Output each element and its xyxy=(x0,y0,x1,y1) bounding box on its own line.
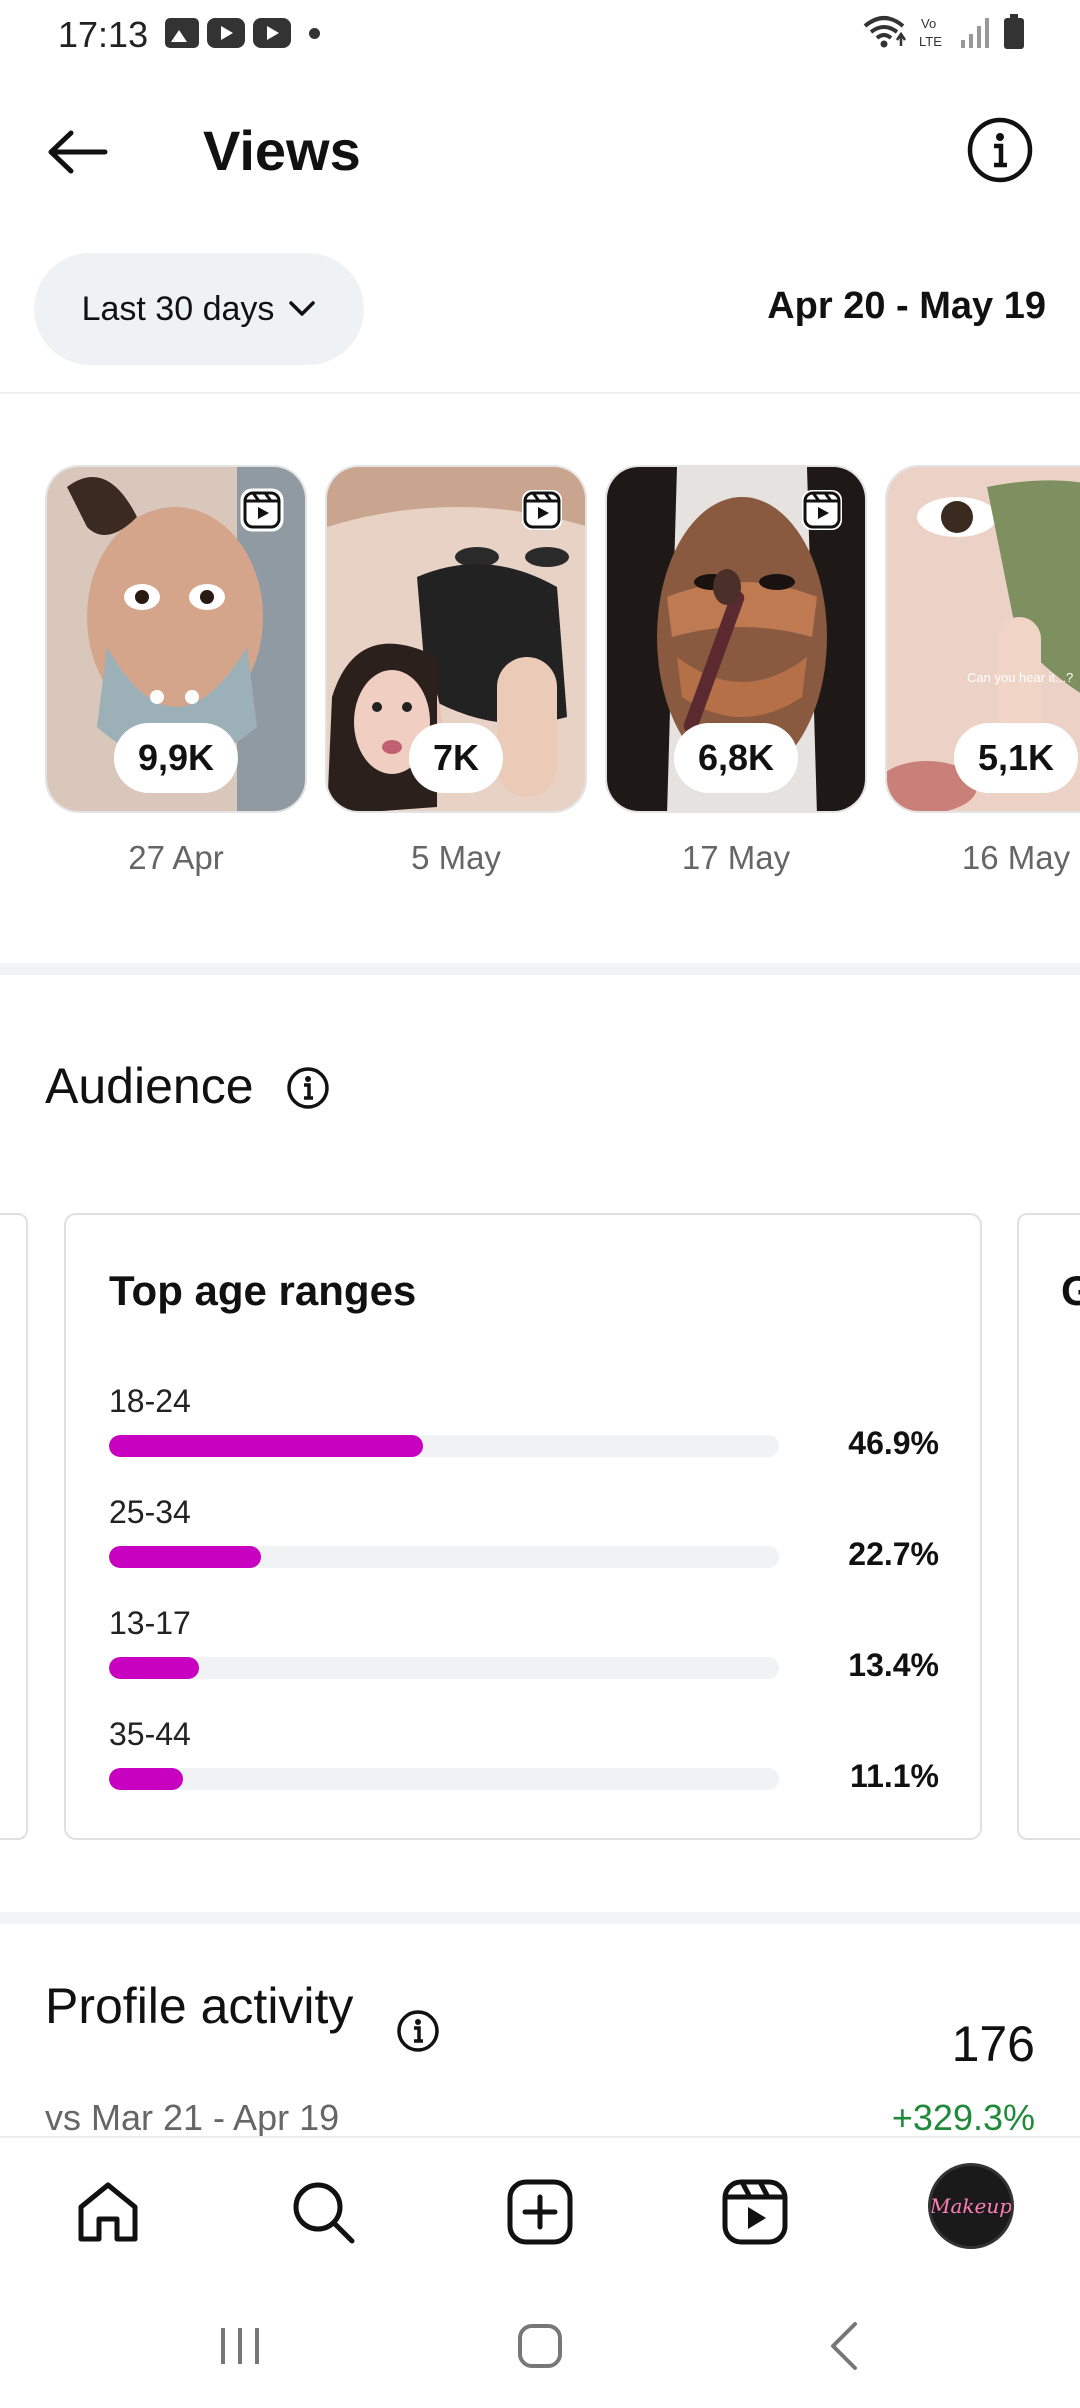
svg-text:LTE: LTE xyxy=(919,34,942,49)
info-icon[interactable] xyxy=(395,2008,441,2054)
reel-date: 27 Apr xyxy=(128,839,224,876)
recents-button[interactable] xyxy=(200,2316,280,2376)
reel-date: 16 May xyxy=(961,839,1071,876)
nav-home[interactable] xyxy=(70,2174,146,2250)
age-bar-track xyxy=(109,1546,779,1568)
dot-icon xyxy=(309,27,320,39)
nav-create[interactable] xyxy=(502,2174,578,2250)
change-percentage: +329.3% xyxy=(891,2097,1035,2138)
reels-icon xyxy=(240,488,284,532)
age-bar-fill xyxy=(109,1768,184,1790)
age-row: 25-34 22.7% xyxy=(109,1494,939,1594)
reels-icon xyxy=(802,490,842,530)
comparison-period: vs Mar 21 - Apr 19 xyxy=(45,2097,340,2138)
top-reels-carousel[interactable]: 9,9K 27 Apr xyxy=(45,465,1080,885)
reel-views-badge: 9,9K xyxy=(113,723,239,793)
reel-views-badge: 5,1K xyxy=(953,723,1079,793)
age-percentage: 13.4% xyxy=(848,1647,939,1683)
date-range-text: Apr 20 - May 19 xyxy=(767,285,1046,327)
reel-thumbnail[interactable]: 9,9K xyxy=(45,465,307,813)
profile-activity-count: 176 xyxy=(951,2016,1035,2072)
age-bar-track xyxy=(109,1435,779,1457)
system-navigation-bar xyxy=(0,2276,1080,2408)
wifi-icon xyxy=(863,16,907,48)
next-card-edge[interactable]: G xyxy=(1017,1213,1080,1840)
reel-views-badge: 7K xyxy=(408,723,504,793)
audience-title: Audience xyxy=(45,1058,254,1114)
age-row: 35-44 11.1% xyxy=(109,1716,939,1816)
age-row: 18-24 46.9% xyxy=(109,1383,939,1483)
info-icon xyxy=(967,117,1033,183)
svg-text:Vo: Vo xyxy=(921,16,936,31)
youtube-icon xyxy=(253,18,291,48)
divider xyxy=(0,392,1080,394)
signal-icon xyxy=(961,18,989,48)
card-title: Top age ranges xyxy=(109,1267,417,1314)
create-icon xyxy=(507,2179,573,2245)
nav-reels[interactable] xyxy=(717,2174,793,2250)
back-button[interactable] xyxy=(42,122,112,182)
volte-icon: Vo LTE xyxy=(919,16,942,49)
profile-activity-title: Profile activity xyxy=(45,1978,354,2034)
age-bar-track xyxy=(109,1768,779,1790)
reels-icon xyxy=(522,490,562,530)
age-row: 13-17 13.4% xyxy=(109,1605,939,1705)
age-label: 18-24 xyxy=(109,1383,191,1419)
age-percentage: 11.1% xyxy=(850,1758,939,1794)
age-percentage: 46.9% xyxy=(848,1425,939,1461)
nav-profile-avatar[interactable]: Makeup xyxy=(928,2163,1014,2249)
age-bar-fill xyxy=(109,1546,262,1568)
back-chevron-icon xyxy=(831,2322,857,2370)
search-icon xyxy=(293,2182,355,2244)
reel-image xyxy=(607,467,865,811)
section-divider xyxy=(0,963,1080,975)
home-system-button[interactable] xyxy=(500,2316,580,2376)
battery-icon xyxy=(1004,14,1024,49)
age-bar-fill xyxy=(109,1657,199,1679)
gallery-icon xyxy=(165,18,199,48)
date-range-label: Last 30 days xyxy=(81,289,275,328)
system-icons: Vo LTE xyxy=(861,14,1025,50)
notification-icons xyxy=(165,18,320,48)
age-label: 13-17 xyxy=(109,1605,191,1641)
page-title: Views xyxy=(203,119,361,182)
age-label: 35-44 xyxy=(109,1716,191,1752)
reel-card[interactable]: Can you hear it...? 5,1K 16 May xyxy=(885,465,1080,877)
date-range-dropdown[interactable]: Last 30 days xyxy=(34,253,364,365)
bottom-navigation: Makeup xyxy=(0,2136,1080,2276)
header: Views xyxy=(0,100,1080,200)
age-bar-fill xyxy=(109,1435,424,1457)
home-button-icon xyxy=(518,2324,562,2368)
section-divider xyxy=(0,1912,1080,1924)
reel-card[interactable]: 7K 5 May xyxy=(325,465,587,877)
reel-date: 5 May xyxy=(411,839,501,876)
chevron-down-icon xyxy=(289,301,316,316)
reel-card[interactable]: 6,8K 17 May xyxy=(605,465,867,877)
age-label: 25-34 xyxy=(109,1494,191,1530)
status-time: 17:13 xyxy=(58,14,149,55)
info-button[interactable] xyxy=(965,115,1035,185)
youtube-icon xyxy=(207,18,245,48)
age-percentage: 22.7% xyxy=(848,1536,939,1572)
nav-search[interactable] xyxy=(285,2174,361,2250)
next-card-title: G xyxy=(1061,1267,1080,1315)
avatar-text: Makeup xyxy=(929,2194,1013,2218)
reel-thumbnail[interactable]: Can you hear it...? 5,1K xyxy=(885,465,1080,813)
reels-icon xyxy=(722,2179,788,2245)
svg-text:Can you hear it...?: Can you hear it...? xyxy=(967,670,1073,685)
home-icon xyxy=(78,2182,138,2242)
arrow-left-icon xyxy=(48,130,108,174)
previous-card-edge[interactable] xyxy=(0,1213,28,1840)
reel-card[interactable]: 9,9K 27 Apr xyxy=(45,465,307,877)
recents-icon xyxy=(221,2328,259,2364)
reel-thumbnail[interactable]: 7K xyxy=(325,465,587,813)
reel-views-badge: 6,8K xyxy=(673,723,799,793)
status-bar: 17:13 Vo LTE xyxy=(0,0,1080,70)
age-ranges-card: Top age ranges 18-24 46.9% 25-34 22.7% 1… xyxy=(64,1213,982,1840)
reel-thumbnail[interactable]: 6,8K xyxy=(605,465,867,813)
reel-date: 17 May xyxy=(681,839,791,876)
back-system-button[interactable] xyxy=(805,2316,885,2376)
info-icon[interactable] xyxy=(285,1065,331,1111)
age-bar-track xyxy=(109,1657,779,1679)
